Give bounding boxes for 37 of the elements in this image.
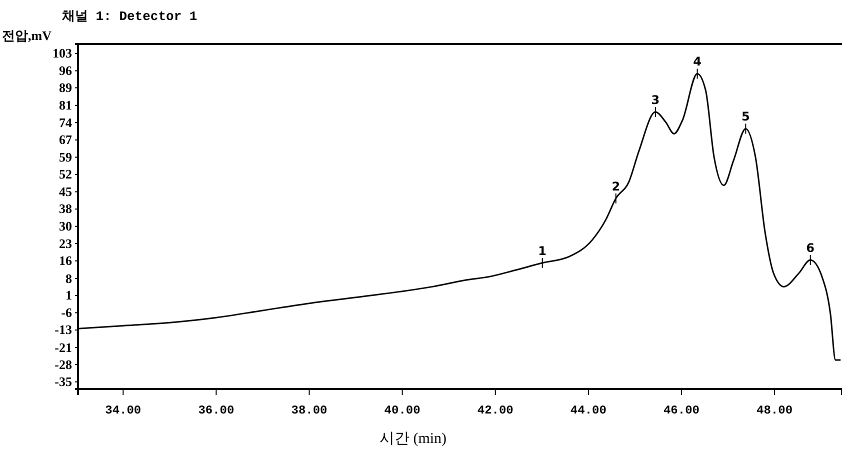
x-tick-label: 38.00 xyxy=(291,404,328,418)
y-tick-label: 38 xyxy=(59,201,72,216)
y-tick-label: 23 xyxy=(59,236,72,251)
x-tick-label: 48.00 xyxy=(756,404,793,418)
y-axis-title: 전압,mV xyxy=(2,28,52,43)
x-tick-label: 34.00 xyxy=(105,404,142,418)
x-tick-label: 36.00 xyxy=(198,404,234,418)
y-tick-label: 103 xyxy=(52,46,72,61)
y-tick-label: -21 xyxy=(54,340,72,355)
annotation: 6 xyxy=(806,241,815,256)
x-tick-label: 44.00 xyxy=(570,404,606,418)
x-tick-label: 40.00 xyxy=(384,404,420,418)
annotation: 2 xyxy=(612,179,620,194)
y-tick-label: 16 xyxy=(59,253,72,268)
y-tick-label: 1 xyxy=(66,288,72,303)
y-tick-label: 52 xyxy=(59,166,72,182)
y-tick-label: 45 xyxy=(59,184,72,199)
y-tick-label: -13 xyxy=(54,322,72,338)
y-tick-label: 67 xyxy=(59,132,72,148)
y-tick-label: 30 xyxy=(59,218,72,234)
y-tick-label: 96 xyxy=(59,62,72,78)
chart-title: 채널 1: Detector 1 xyxy=(61,9,198,24)
y-tick-label: -6 xyxy=(61,304,72,320)
y-tick-label: -35 xyxy=(54,374,72,390)
y-tick-label: 8 xyxy=(66,270,72,286)
y-tick-label: 89 xyxy=(59,80,72,95)
x-tick-label: 46.00 xyxy=(663,404,700,418)
y-tick-label: 74 xyxy=(59,114,72,130)
y-tick-label: 81 xyxy=(59,98,72,113)
x-axis-title: 시간 (min) xyxy=(379,431,447,447)
y-tick-label: 59 xyxy=(59,149,72,164)
annotation: 5 xyxy=(742,110,750,124)
x-tick-label: 42.00 xyxy=(477,404,514,418)
annotation: 4 xyxy=(693,54,702,69)
y-tick-label: -28 xyxy=(54,356,72,372)
annotation: 1 xyxy=(538,244,547,258)
annotation: 3 xyxy=(651,93,660,108)
